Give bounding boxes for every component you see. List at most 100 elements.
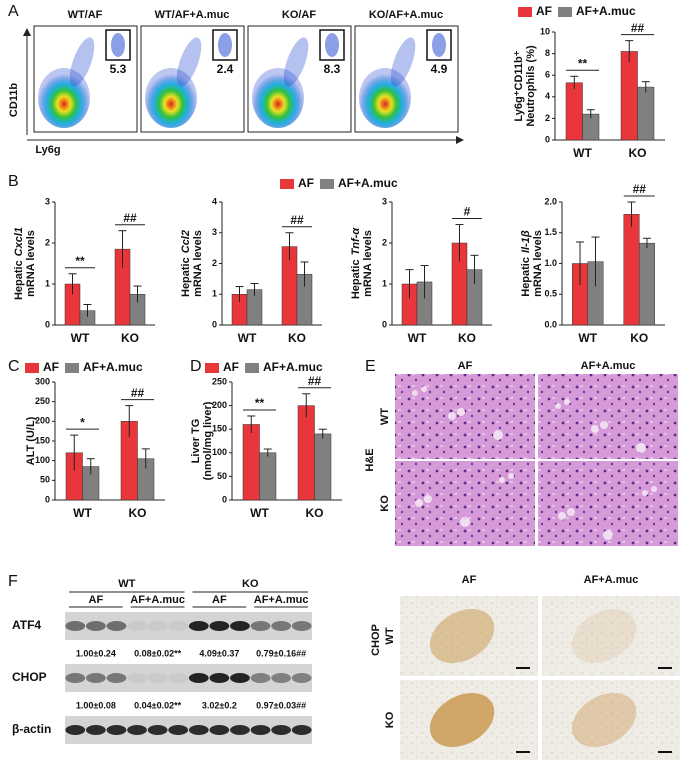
y-axis-label: Hepatic Il-1β [520,230,532,297]
blot-band [188,621,209,631]
y-tick-label: 100 [35,455,50,465]
column-header: AF+A.muc [581,360,636,372]
y-tick-label: 150 [35,435,50,445]
legend-swatch [205,363,219,373]
y-axis-label: Hepatic Cxcl1 [13,227,25,300]
blot-band [106,673,127,683]
cell-population-tail [390,37,416,87]
blot-label: CHOP [12,670,47,684]
y-axis-label: (nmol/mg liver) [202,401,214,480]
blot-quantification: 1.00±0.08 [76,700,116,710]
blot-band [230,621,250,631]
y-tick-label: 0 [45,319,50,329]
blot-quantification: 0.08±0.02** [134,648,181,658]
cell-population [145,68,197,128]
y-axis-label-gene: Tnf-α [350,227,362,256]
bar [637,86,655,141]
gate [319,29,345,61]
gate [426,29,452,61]
ihc-staining [429,692,495,748]
y-axis-label: mRNA levels [192,230,204,297]
bar [297,405,315,501]
legend-label: AF [536,4,552,18]
blot-band [230,673,250,683]
y-tick-label: 1 [382,278,387,288]
gated-population [432,33,446,57]
blot-band [188,725,209,735]
x-tick-label: WT [408,331,427,345]
x-tick-label: KO [629,146,647,160]
vacuole [636,443,646,453]
blot-band [168,725,189,735]
flow-plot-title: WT/AF+A.muc [155,9,230,21]
panel-letter: B [8,173,19,190]
ihc-staining [429,608,495,664]
y-tick-label: 0 [382,319,387,329]
legend-swatch [518,7,532,17]
legend-label: AF+A.muc [338,176,398,190]
cell-population-tail [176,37,202,87]
y-axis-label: Liver TG [190,419,202,464]
y-tick-label: 250 [212,376,227,386]
y-tick-label: 100 [212,447,227,457]
gated-population [218,33,232,57]
column-header: AF [462,574,477,586]
y-axis-label: Hepatic Tnf-α [350,227,362,300]
vacuole [457,408,465,416]
blot-label: β-actin [12,722,51,736]
blot-band [65,621,86,631]
panel-letter: E [365,358,376,375]
group-header: WT [118,578,135,590]
y-tick-label: 2 [382,237,387,247]
cell-population-tail [69,37,95,87]
y-tick-label: 200 [35,416,50,426]
y-tick-label: 6 [545,70,550,80]
vacuole [424,495,432,503]
y-tick-label: 1 [212,289,217,299]
blot-strip [65,716,312,744]
significance-label: * [80,415,85,429]
column-header: AF+A.muc [584,574,639,586]
legend-label: AF+A.muc [263,360,323,374]
vacuole [591,425,599,433]
significance-label: ** [578,56,588,70]
x-tick-label: WT [73,506,92,520]
bar [565,82,583,141]
y-tick-label: 2 [545,113,550,123]
cell-population [359,68,411,128]
bar [620,51,638,141]
vacuole [567,508,575,516]
blot-band [271,673,292,683]
legend-swatch [280,179,294,189]
x-tick-label: WT [250,506,269,520]
y-tick-label: 0.0 [544,319,557,329]
y-tick-label: 2 [45,237,50,247]
x-tick-label: WT [573,146,592,160]
significance-label: ** [75,254,85,268]
ihc-image [542,596,680,676]
vacuole [555,403,561,409]
vacuole [651,486,657,492]
y-tick-label: 50 [217,471,227,481]
x-tick-label: WT [578,331,597,345]
blot-label: ATF4 [12,618,41,632]
legend-swatch [65,363,79,373]
blot-band [230,725,250,735]
blot-band [106,725,127,735]
y-axis-label: mRNA levels [362,230,374,297]
blot-quantification: 3.02±0.2 [202,700,237,710]
vacuole [558,512,566,520]
legend-swatch [25,363,39,373]
legend-label: AF+A.muc [576,4,636,18]
x-tick-label: KO [458,331,476,345]
blot-band [65,725,86,735]
vacuole [421,386,427,392]
gated-population [111,33,125,57]
significance-label: ## [123,211,137,225]
blot-band [209,725,230,735]
significance-label: ** [255,396,265,410]
treatment-header: AF+A.muc [254,594,309,606]
legend-label: AF [298,176,314,190]
y-axis-label-gene: Ccl2 [180,230,192,253]
